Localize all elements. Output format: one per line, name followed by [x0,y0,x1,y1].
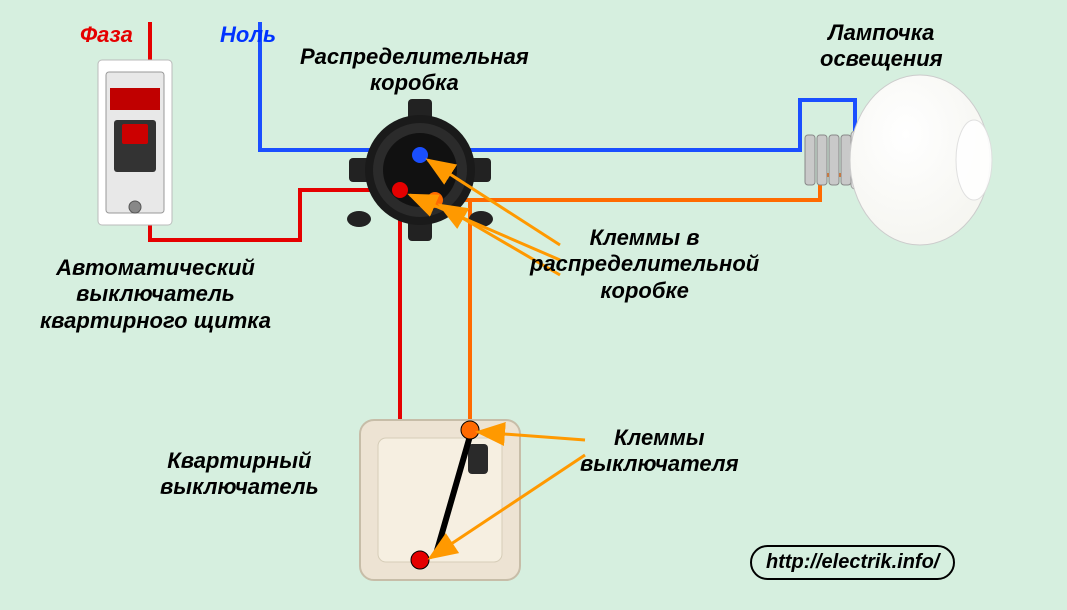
junction-box [347,99,493,241]
load-to-switch-wire [435,200,470,430]
load-wire [435,175,855,200]
terminal-jbox-phase [392,182,408,198]
circuit-breaker [98,60,172,225]
wall-switch [360,420,520,580]
label-jbox: Распределительная коробка [300,44,529,97]
label-switch: Квартирный выключатель [160,448,319,501]
terminal-switch-bot [411,551,429,569]
label-phase: Фаза [80,22,133,48]
label-terminals_jbox: Клеммы в распределительной коробке [530,225,759,304]
label-breaker: Автоматический выключатель квартирного щ… [40,255,271,334]
terminal-switch-top [461,421,479,439]
label-terminals_switch: Клеммы выключателя [580,425,739,478]
terminal-jbox-neutral [412,147,428,163]
label-neutral: Ноль [220,22,276,48]
label-bulb: Лампочка освещения [820,20,943,73]
source-url[interactable]: http://electrik.info/ [750,545,955,580]
